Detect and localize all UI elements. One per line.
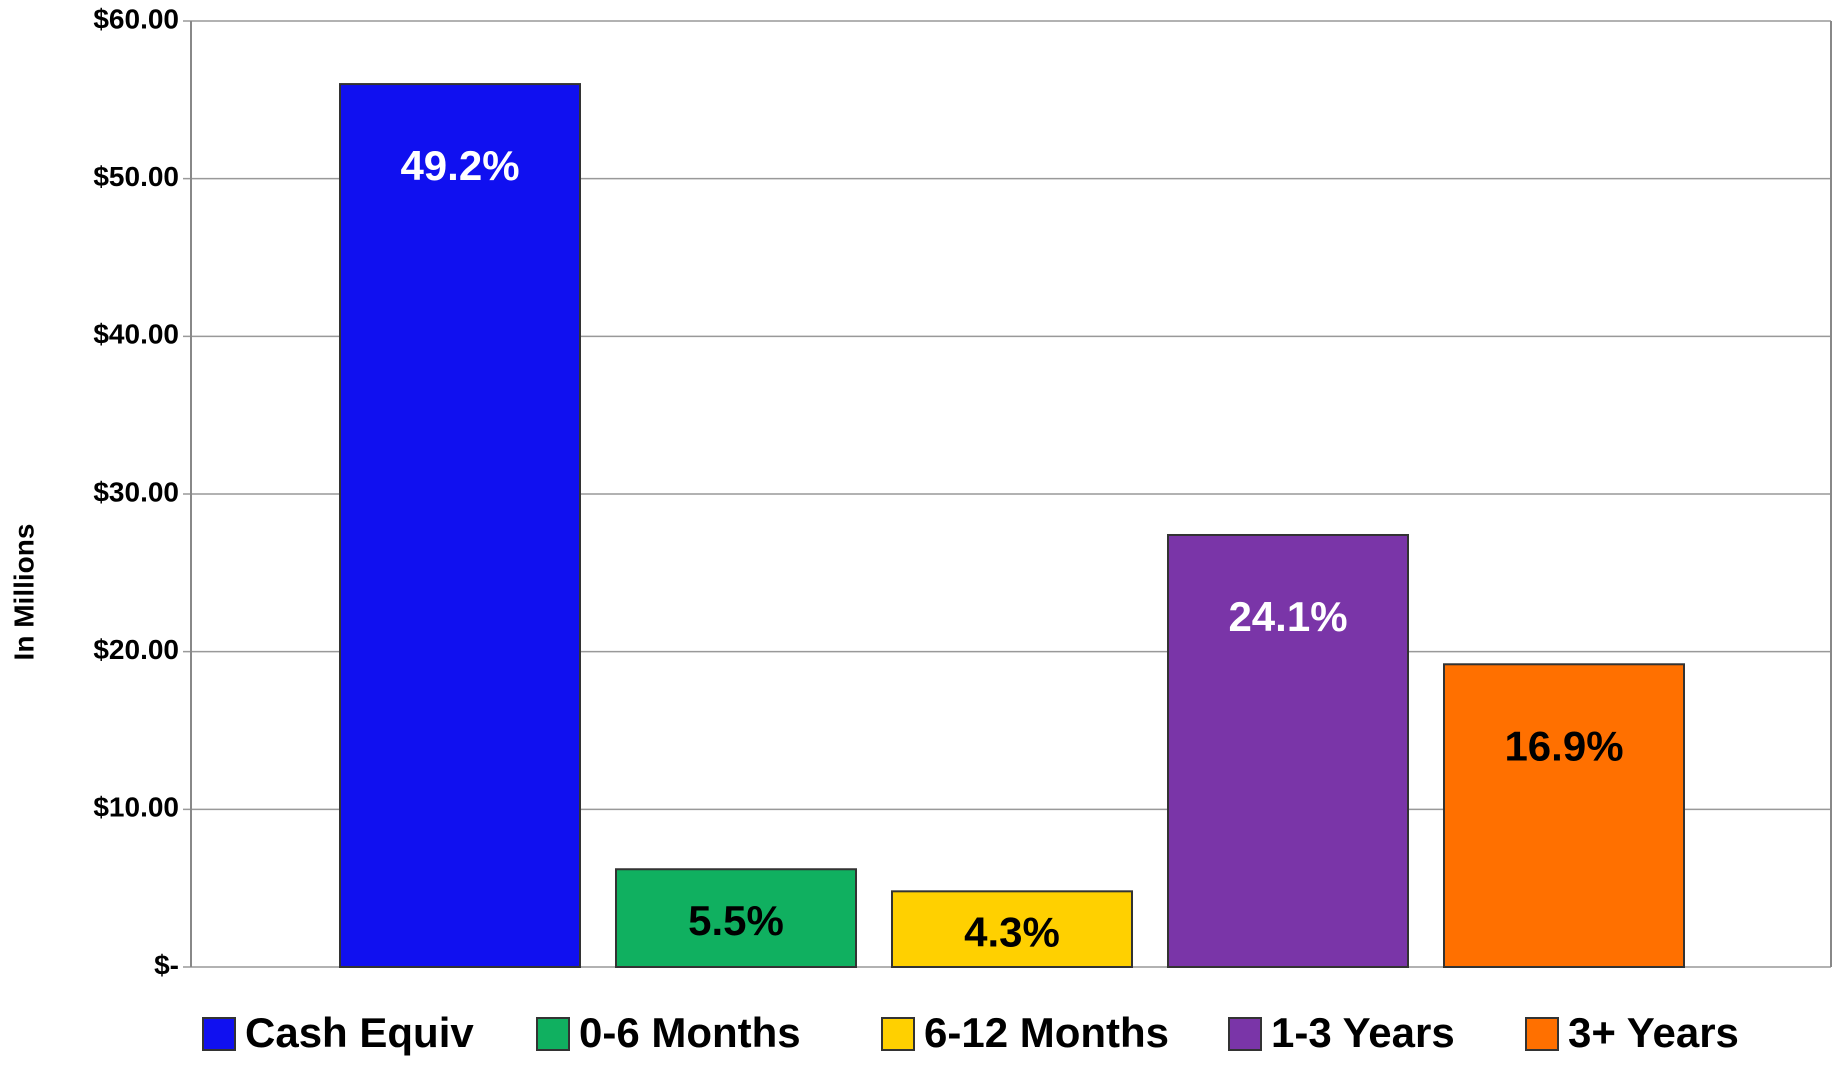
legend-swatch bbox=[536, 1017, 570, 1051]
bar bbox=[339, 83, 581, 969]
y-tick-label: $- bbox=[154, 949, 179, 980]
y-tick-label: $10.00 bbox=[93, 792, 179, 823]
legend-swatch bbox=[1525, 1017, 1559, 1051]
legend-label: 0-6 Months bbox=[579, 1009, 801, 1056]
y-tick-label: $60.00 bbox=[93, 3, 179, 34]
y-tick-label: $50.00 bbox=[93, 161, 179, 192]
bar bbox=[615, 868, 857, 968]
bar bbox=[891, 890, 1133, 969]
data-label: 24.1% bbox=[1228, 593, 1347, 640]
legend-label: Cash Equiv bbox=[245, 1009, 474, 1056]
y-axis-label: In Millions bbox=[8, 524, 39, 661]
legend-swatch bbox=[881, 1017, 915, 1051]
data-label: 16.9% bbox=[1504, 722, 1623, 769]
legend-swatch bbox=[1228, 1017, 1262, 1051]
y-tick-label: $20.00 bbox=[93, 634, 179, 665]
bar bbox=[1167, 533, 1409, 968]
data-label: 4.3% bbox=[964, 908, 1060, 955]
y-tick-label: $30.00 bbox=[93, 476, 179, 507]
legend-swatch bbox=[202, 1017, 236, 1051]
y-tick-label: $40.00 bbox=[93, 319, 179, 350]
data-label: 49.2% bbox=[400, 142, 519, 189]
legend-label: 6-12 Months bbox=[924, 1009, 1169, 1056]
legend-label: 1-3 Years bbox=[1271, 1009, 1455, 1056]
legend-label: 3+ Years bbox=[1568, 1009, 1739, 1056]
bar bbox=[1443, 663, 1685, 969]
data-label: 5.5% bbox=[688, 897, 784, 944]
